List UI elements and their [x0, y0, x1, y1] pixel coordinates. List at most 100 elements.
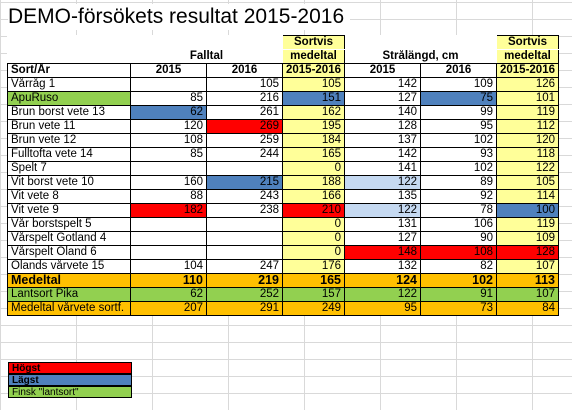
- row-label[interactable]: Lantsort Pika: [8, 288, 131, 302]
- cell[interactable]: [207, 246, 283, 260]
- row-label[interactable]: Vår borstspelt 5: [8, 218, 131, 232]
- cell[interactable]: 126: [497, 78, 559, 92]
- cell[interactable]: 99: [421, 106, 497, 120]
- cell[interactable]: 110: [131, 274, 207, 288]
- cell[interactable]: 137: [345, 134, 421, 148]
- cell[interactable]: 0: [283, 162, 345, 176]
- row-label[interactable]: Vårspelt Öland 6: [8, 246, 131, 260]
- cell-lowest[interactable]: 75: [421, 92, 497, 106]
- cell[interactable]: 243: [207, 190, 283, 204]
- row-label[interactable]: Brun borst vete 13: [8, 106, 131, 120]
- cell-highest[interactable]: 108: [421, 246, 497, 260]
- cell[interactable]: 207: [131, 302, 207, 316]
- cell[interactable]: 176: [283, 260, 345, 274]
- cell-highest[interactable]: 182: [131, 204, 207, 218]
- cell[interactable]: 95: [345, 302, 421, 316]
- cell[interactable]: 120: [497, 134, 559, 148]
- cell[interactable]: 89: [421, 176, 497, 190]
- cell[interactable]: 165: [283, 148, 345, 162]
- cell[interactable]: 122: [497, 162, 559, 176]
- cell[interactable]: 219: [207, 274, 283, 288]
- cell[interactable]: 101: [497, 92, 559, 106]
- header-medeltal-1[interactable]: medeltal: [283, 50, 345, 64]
- cell[interactable]: 109: [497, 232, 559, 246]
- cell[interactable]: [131, 246, 207, 260]
- cell[interactable]: 90: [421, 232, 497, 246]
- header-falltal-2016[interactable]: 2016: [207, 64, 283, 78]
- header-sortvis-2[interactable]: Sortvis: [497, 36, 559, 50]
- cell[interactable]: [131, 232, 207, 246]
- cell[interactable]: 105: [497, 176, 559, 190]
- cell[interactable]: 188: [283, 176, 345, 190]
- cell[interactable]: 135: [345, 190, 421, 204]
- cell[interactable]: 95: [421, 120, 497, 134]
- cell[interactable]: 162: [283, 106, 345, 120]
- header-falltal-2015[interactable]: 2015: [131, 64, 207, 78]
- cell[interactable]: 184: [283, 134, 345, 148]
- cell[interactable]: 261: [207, 106, 283, 120]
- cell[interactable]: 73: [421, 302, 497, 316]
- cell[interactable]: 88: [131, 190, 207, 204]
- row-label[interactable]: Fulltofta vete 14: [8, 148, 131, 162]
- cell[interactable]: 131: [345, 218, 421, 232]
- cell[interactable]: 238: [207, 204, 283, 218]
- cell[interactable]: 91: [421, 288, 497, 302]
- cell[interactable]: 0: [283, 246, 345, 260]
- row-label[interactable]: Ölands vårvete 15: [8, 260, 131, 274]
- cell[interactable]: 118: [497, 148, 559, 162]
- legend-lowest[interactable]: Lägst: [8, 374, 132, 386]
- cell[interactable]: 0: [283, 218, 345, 232]
- header-medeltal-2[interactable]: medeltal: [497, 50, 559, 64]
- cell[interactable]: 291: [207, 302, 283, 316]
- cell[interactable]: 85: [131, 148, 207, 162]
- cell-lowest[interactable]: 62: [131, 106, 207, 120]
- cell-highest[interactable]: 210: [283, 204, 345, 218]
- cell-lowest[interactable]: 100: [497, 204, 559, 218]
- cell-highest[interactable]: 269: [207, 120, 283, 134]
- header-range-2[interactable]: 2015-2016: [497, 64, 559, 78]
- cell[interactable]: 120: [131, 120, 207, 134]
- cell[interactable]: 82: [421, 260, 497, 274]
- cell[interactable]: 259: [207, 134, 283, 148]
- row-label[interactable]: Brun vete 11: [8, 120, 131, 134]
- cell[interactable]: 216: [207, 92, 283, 106]
- cell[interactable]: 102: [421, 134, 497, 148]
- header-sortvis-1[interactable]: Sortvis: [283, 36, 345, 50]
- cell[interactable]: 128: [345, 120, 421, 134]
- cell[interactable]: 78: [421, 204, 497, 218]
- cell[interactable]: 109: [421, 78, 497, 92]
- row-label[interactable]: Vårråg 1: [8, 78, 131, 92]
- legend-highest[interactable]: Högst: [8, 362, 132, 374]
- cell[interactable]: 62: [131, 288, 207, 302]
- row-label[interactable]: Vit vete 9: [8, 204, 131, 218]
- cell[interactable]: 165: [283, 274, 345, 288]
- header-stralangd-2015[interactable]: 2015: [345, 64, 421, 78]
- row-label[interactable]: Vit borst vete 10: [8, 176, 131, 190]
- header-sort-ar[interactable]: Sort/År: [8, 64, 131, 78]
- cell[interactable]: 112: [497, 120, 559, 134]
- cell[interactable]: 140: [345, 106, 421, 120]
- cell[interactable]: 249: [283, 302, 345, 316]
- cell[interactable]: 102: [421, 162, 497, 176]
- header-range-1[interactable]: 2015-2016: [283, 64, 345, 78]
- header-stralangd-2016[interactable]: 2016: [421, 64, 497, 78]
- row-label[interactable]: Vit vete 8: [8, 190, 131, 204]
- cell-lowest[interactable]: 122: [345, 204, 421, 218]
- cell[interactable]: 107: [497, 260, 559, 274]
- cell[interactable]: 114: [497, 190, 559, 204]
- cell[interactable]: 142: [345, 148, 421, 162]
- cell[interactable]: 141: [345, 162, 421, 176]
- cell[interactable]: 107: [497, 288, 559, 302]
- cell[interactable]: 105: [207, 78, 283, 92]
- cell[interactable]: 157: [283, 288, 345, 302]
- cell[interactable]: 102: [421, 274, 497, 288]
- cell[interactable]: 142: [345, 78, 421, 92]
- cell[interactable]: 124: [345, 274, 421, 288]
- cell[interactable]: 252: [207, 288, 283, 302]
- cell[interactable]: 166: [283, 190, 345, 204]
- cell[interactable]: [207, 218, 283, 232]
- cell[interactable]: 113: [497, 274, 559, 288]
- cell[interactable]: 160: [131, 176, 207, 190]
- cell-highest[interactable]: 128: [497, 246, 559, 260]
- cell-lowest[interactable]: 215: [207, 176, 283, 190]
